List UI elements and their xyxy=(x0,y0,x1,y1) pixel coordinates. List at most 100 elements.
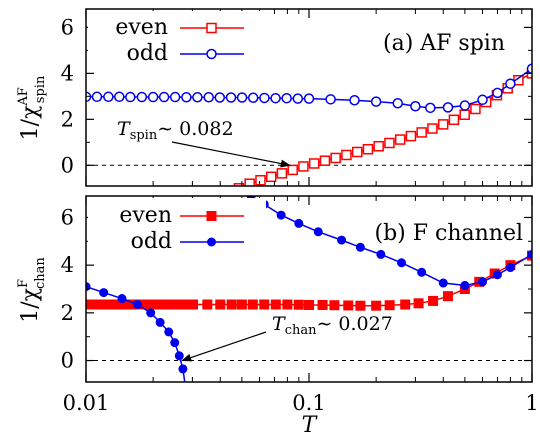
panel-b-point-odd xyxy=(178,364,188,374)
panel-a-point-even xyxy=(470,103,481,115)
panel-a-point-odd xyxy=(526,63,532,75)
panel-b-ylabel-main: 1/χ xyxy=(18,288,43,323)
panel-a-annotation-label: T xyxy=(117,118,131,140)
panel-a-point-odd xyxy=(325,94,336,105)
panel-a-point-even xyxy=(351,146,363,158)
panel-a-annotation-sub: spin xyxy=(130,128,158,143)
panel-b-point-odd xyxy=(313,227,323,237)
panel-b-point-odd xyxy=(417,267,427,277)
panel-b-annotation-label: T xyxy=(272,313,286,335)
panel-b-legend: even odd xyxy=(88,198,266,254)
panel-a-point-odd xyxy=(259,92,270,104)
panel-a-point-even xyxy=(459,109,470,120)
panel-b-point-odd xyxy=(397,258,407,268)
panel-b-ylabel-sup: F xyxy=(16,279,31,288)
panel-b-legend-odd-label: odd xyxy=(131,229,172,254)
panel-a-annotation-arrow xyxy=(171,141,291,168)
panel-a-ylabel: 1/χAF spin xyxy=(16,75,48,140)
panel-a-point-odd xyxy=(270,92,281,104)
panel-a-point-odd xyxy=(147,91,159,103)
panel-a-annotation-text: Tspin∼ 0.082 xyxy=(117,118,234,143)
panel-b-annotation-sub: chan xyxy=(285,323,317,338)
panel-a-point-odd xyxy=(158,91,170,103)
x-tick-label: 1 xyxy=(525,391,538,415)
panel-b-series-odd-line xyxy=(250,196,532,287)
panel-a-point-odd xyxy=(392,97,403,109)
panel-a-ytick-label: 2 xyxy=(61,107,74,131)
panel-a-point-odd xyxy=(114,91,125,103)
panel-b-point-even xyxy=(355,300,366,311)
panel-b-ytick-label: 6 xyxy=(61,205,74,229)
panel-b-ytick-label: 2 xyxy=(61,301,74,325)
panel-a-ytick-label: 6 xyxy=(61,15,74,39)
x-tick-label: 0.1 xyxy=(292,391,325,415)
panel-a-legend: even odd xyxy=(88,11,266,67)
panel-b-ytick-label: 0 xyxy=(61,349,74,373)
panel-a-point-odd xyxy=(125,91,136,103)
panel-b-ytick-label: 4 xyxy=(61,253,74,277)
panel-a-point-even xyxy=(448,114,460,126)
panel-a-ylabel-sup: AF xyxy=(16,87,31,106)
panel-b-point-even xyxy=(226,299,237,310)
panel-a-ylabel-text: 1/χAF spin xyxy=(16,75,48,140)
panel-a-title: (a) AF spin xyxy=(383,31,505,56)
panel-a-point-even xyxy=(416,127,427,138)
panel-a-annotation-value: ∼ 0.082 xyxy=(157,118,233,140)
panel-b-point-odd xyxy=(505,263,515,273)
panel-a-point-odd xyxy=(410,100,421,112)
panel-a-legend-odd-marker xyxy=(206,48,217,60)
panel-a-legend-even-marker xyxy=(206,22,217,34)
panel-a-point-even xyxy=(276,168,288,179)
panel-b-point-even xyxy=(371,300,382,311)
panel-a-annotation: Tspin∼ 0.082 xyxy=(117,118,291,168)
panel-b-point-even xyxy=(236,299,247,310)
panel-b-point-even xyxy=(247,299,258,310)
panel-b-annotation-text: Tchan∼ 0.027 xyxy=(272,313,393,338)
panel-b-point-even xyxy=(343,300,354,311)
panel-b-annotation-arrow xyxy=(181,331,267,362)
panel-b-point-even xyxy=(270,299,281,310)
panel-a-point-odd xyxy=(370,96,382,107)
panel-b-annotation: Tchan∼ 0.027 xyxy=(181,313,393,362)
panel-a-point-odd xyxy=(225,92,237,103)
panel-b-point-even xyxy=(428,295,439,306)
panel-b-point-even xyxy=(413,298,424,309)
panel-b-point-odd xyxy=(276,210,286,220)
panel-b-series xyxy=(86,196,532,382)
panel-b-point-odd xyxy=(155,317,165,327)
x-tick-label: 0.01 xyxy=(63,391,110,415)
panel-b-point-odd xyxy=(294,218,304,228)
panel-a-legend-odd-label: odd xyxy=(127,41,168,66)
panel-a-ylabel-sub: spin xyxy=(33,75,48,103)
panel-b-series-even-line xyxy=(86,254,532,307)
panel-b-point-odd xyxy=(174,351,184,361)
panel-a-ylabel-main: 1/χ xyxy=(18,106,43,141)
panel-a-point-odd xyxy=(442,102,454,113)
panel-b-point-even xyxy=(317,299,328,310)
panel-a-point-even xyxy=(244,178,255,186)
panel-a-point-odd xyxy=(349,95,360,106)
panel-a-point-even xyxy=(341,149,352,161)
panel-a-ytick-label: 4 xyxy=(61,61,74,85)
panel-a-point-odd xyxy=(247,92,259,103)
panel-b-legend-even-label: even xyxy=(119,203,172,228)
panel-a-point-even xyxy=(373,140,384,152)
panel-a-point-odd xyxy=(477,94,488,106)
panel-a-point-even xyxy=(298,161,309,172)
panel-a-point-odd xyxy=(181,92,192,103)
panel-a-point-even xyxy=(265,171,277,183)
panel-b-point-even xyxy=(329,300,340,311)
panel-b-legend-even-marker xyxy=(206,211,217,221)
panel-b-point-even xyxy=(304,299,314,310)
panel-a-point-even xyxy=(233,183,245,186)
panel-a-point-odd xyxy=(459,100,471,111)
panel-a-series xyxy=(86,63,532,186)
panel-b-point-even xyxy=(384,300,395,311)
panel-b-point-odd xyxy=(478,277,488,287)
panel-a-point-odd xyxy=(492,87,503,99)
panel-a-point-even xyxy=(394,134,406,145)
panel-b-point-odd xyxy=(337,235,347,245)
panel-b-ylabel: 1/χF chan xyxy=(16,257,48,323)
